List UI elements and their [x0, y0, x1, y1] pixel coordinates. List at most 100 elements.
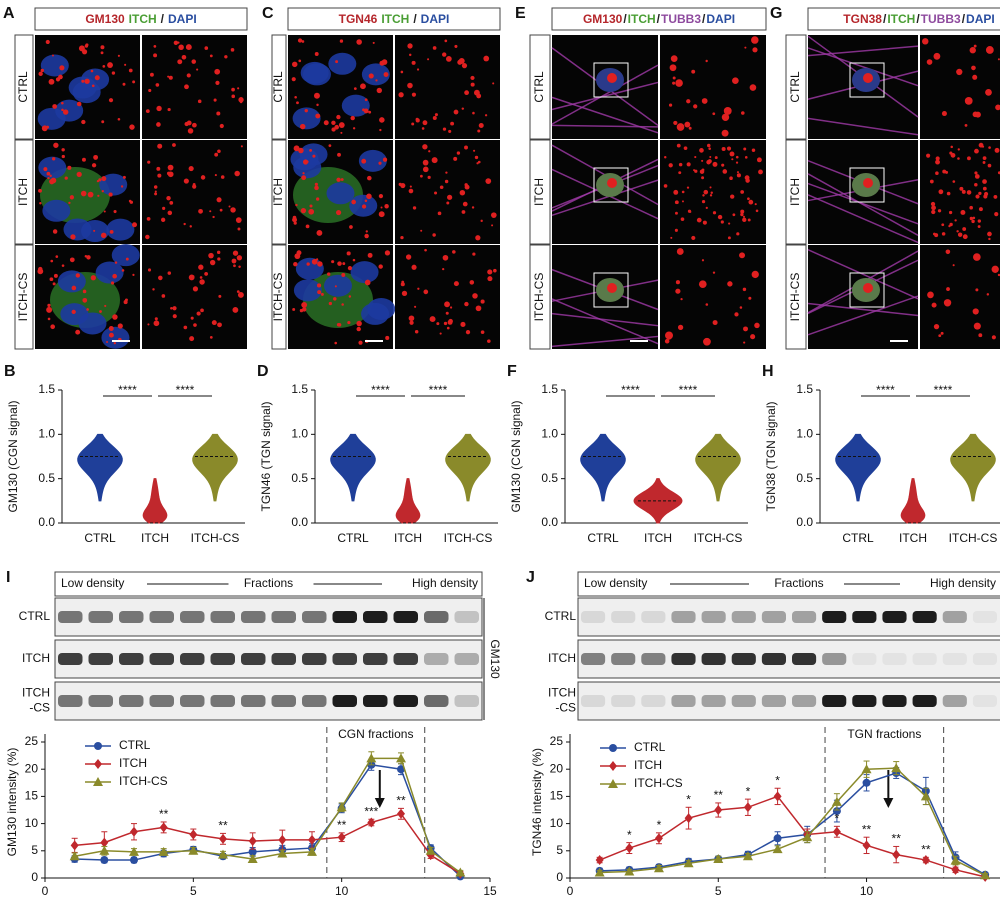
marker	[366, 753, 377, 763]
golgi	[703, 189, 709, 195]
golgi	[372, 41, 375, 44]
significance-label: **	[921, 842, 931, 856]
golgi	[701, 168, 705, 172]
golgi	[461, 107, 465, 110]
golgi	[313, 92, 320, 99]
blot-band	[641, 695, 666, 707]
golgi	[701, 176, 705, 180]
golgi	[109, 230, 114, 234]
golgi	[81, 157, 86, 162]
blot-header-text: Fractions	[244, 576, 293, 590]
golgi	[364, 199, 368, 203]
golgi	[464, 183, 468, 187]
golgi	[982, 186, 987, 191]
golgi	[101, 176, 107, 182]
blot-header-text: Low density	[61, 576, 124, 590]
micrograph	[660, 140, 766, 244]
legend-label: ITCH-CS	[119, 774, 168, 788]
golgi	[122, 82, 126, 86]
golgi	[696, 217, 702, 223]
golgi	[460, 321, 466, 327]
blot-band	[792, 611, 817, 623]
golgi	[461, 210, 466, 214]
stain-text: DAPI	[421, 12, 450, 26]
golgi	[378, 211, 385, 218]
golgi	[668, 103, 673, 107]
golgi	[113, 341, 117, 345]
golgi	[751, 270, 759, 279]
micrograph	[142, 140, 247, 244]
golgi	[147, 268, 152, 272]
golgi	[444, 304, 448, 307]
marker	[683, 858, 694, 868]
row-label: CTRL	[532, 71, 546, 103]
y-tick-label: 0.0	[796, 515, 813, 529]
blot-band	[882, 695, 907, 707]
golgi	[153, 53, 158, 58]
marker	[832, 826, 841, 837]
golgi	[90, 275, 96, 281]
golgi	[475, 305, 482, 312]
golgi	[957, 157, 960, 160]
blot-band	[424, 653, 449, 665]
panel-label: I	[6, 569, 10, 586]
golgi	[108, 98, 114, 103]
golgi	[132, 222, 138, 228]
golgi	[739, 252, 746, 259]
neurite	[807, 182, 919, 225]
significance-label: **	[218, 819, 228, 833]
golgi	[189, 336, 195, 342]
y-tick-label: 0	[556, 870, 563, 884]
marker	[609, 761, 617, 771]
golgi	[424, 248, 427, 252]
golgi	[931, 302, 937, 308]
golgi	[236, 290, 240, 293]
violin	[142, 478, 168, 524]
blot-band	[271, 611, 296, 623]
golgi	[320, 292, 324, 296]
x-tick-label: CTRL	[84, 531, 116, 545]
golgi	[52, 157, 56, 161]
blot-band	[302, 653, 327, 665]
stain-text: ITCH	[381, 12, 409, 26]
region-label: TGN fractions	[847, 727, 921, 741]
significance-label: ****	[429, 383, 448, 397]
golgi	[752, 47, 758, 53]
golgi	[607, 73, 617, 83]
golgi	[184, 121, 189, 127]
blot-band	[241, 695, 266, 707]
golgi	[400, 282, 405, 287]
blot-header	[577, 571, 1000, 597]
blot-band	[363, 695, 388, 707]
golgi	[408, 188, 414, 194]
golgi	[97, 194, 100, 197]
golgi	[358, 340, 363, 345]
micrograph	[920, 35, 1000, 139]
golgi	[167, 171, 174, 178]
golgi	[367, 175, 372, 181]
blot-band	[641, 653, 666, 665]
golgi	[995, 104, 1000, 111]
neurite	[551, 312, 659, 327]
golgi	[117, 54, 120, 57]
golgi	[37, 268, 44, 275]
blot-band	[88, 611, 113, 623]
golgi	[456, 151, 461, 155]
nucleus	[358, 149, 387, 172]
blot-band	[241, 653, 266, 665]
marker	[336, 802, 347, 812]
micrograph-bg	[142, 140, 247, 244]
x-tick-label: 10	[860, 884, 874, 898]
golgi	[145, 234, 150, 240]
stain-text: /	[962, 12, 966, 26]
golgi	[81, 79, 85, 83]
golgi	[384, 250, 391, 256]
row-strip	[529, 139, 551, 245]
golgi	[420, 229, 423, 232]
blot-band	[454, 611, 479, 623]
micrograph-bg	[395, 35, 500, 139]
golgi	[293, 221, 297, 225]
significance-label: **	[892, 832, 902, 846]
golgi	[117, 323, 123, 329]
golgi	[693, 104, 698, 109]
